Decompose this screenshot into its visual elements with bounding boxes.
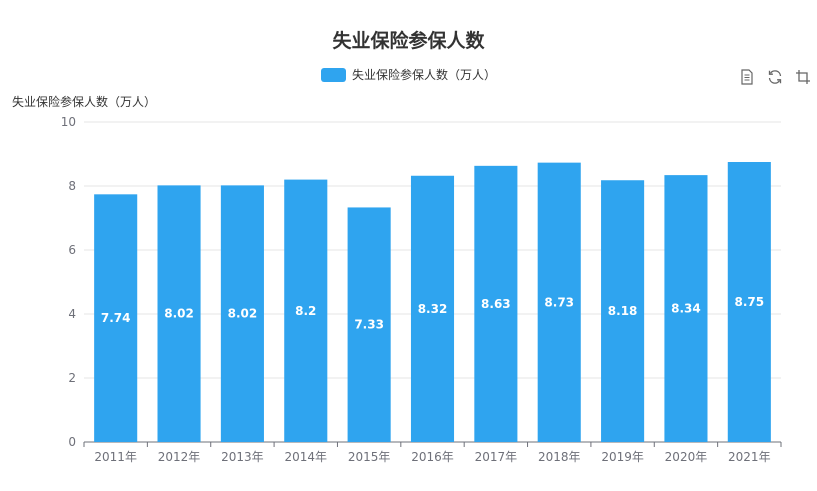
restore-icon[interactable]: [766, 68, 784, 86]
toolbox: [738, 68, 812, 86]
y-tick-label: 6: [68, 243, 76, 257]
y-tick-label: 0: [68, 435, 76, 449]
y-axis-title: 失业保险参保人数（万人）: [12, 95, 157, 109]
bar-value-label: 8.32: [418, 302, 448, 316]
bar-value-label: 7.74: [101, 311, 131, 325]
crop-icon[interactable]: [794, 68, 812, 86]
x-tick-label: 2018年: [538, 450, 581, 464]
x-tick-label: 2020年: [665, 450, 708, 464]
bar: [474, 165, 518, 442]
x-tick-label: 2019年: [601, 450, 644, 464]
x-tick-label: 2015年: [348, 450, 391, 464]
bar-value-label: 7.33: [354, 318, 384, 332]
legend[interactable]: 失业保险参保人数（万人）: [0, 66, 817, 85]
data-view-icon[interactable]: [738, 68, 756, 86]
bar-value-label: 8.02: [228, 307, 258, 321]
bar: [410, 175, 455, 442]
x-tick-label: 2014年: [284, 450, 327, 464]
bar-value-label: 8.63: [481, 297, 511, 311]
x-tick-label: 2021年: [728, 450, 771, 464]
bar: [727, 162, 771, 442]
x-tick-label: 2012年: [158, 450, 201, 464]
bar: [664, 175, 708, 442]
x-tick-label: 2013年: [221, 450, 264, 464]
bar-value-label: 8.2: [295, 304, 316, 318]
chart-title: 失业保险参保人数: [332, 30, 485, 52]
bar: [537, 162, 581, 442]
legend-swatch: [320, 67, 346, 82]
x-tick-label: 2011年: [94, 450, 137, 464]
bar-value-label: 8.73: [544, 295, 574, 309]
x-tick-label: 2016年: [411, 450, 454, 464]
y-tick-label: 2: [68, 371, 76, 385]
bar-value-label: 8.18: [608, 304, 638, 318]
bar: [347, 207, 391, 442]
bar: [284, 179, 328, 442]
y-tick-label: 10: [61, 115, 76, 129]
bar: [157, 185, 201, 443]
bar-value-label: 8.34: [671, 302, 701, 316]
x-tick-label: 2017年: [475, 450, 518, 464]
y-tick-label: 4: [68, 307, 76, 321]
bar: [601, 180, 645, 443]
bar-value-label: 8.75: [735, 295, 765, 309]
bar: [220, 185, 264, 443]
bar: [94, 194, 138, 442]
legend-label: 失业保险参保人数（万人）: [351, 68, 496, 82]
bar-value-label: 8.02: [164, 307, 194, 321]
y-tick-label: 8: [68, 179, 76, 193]
